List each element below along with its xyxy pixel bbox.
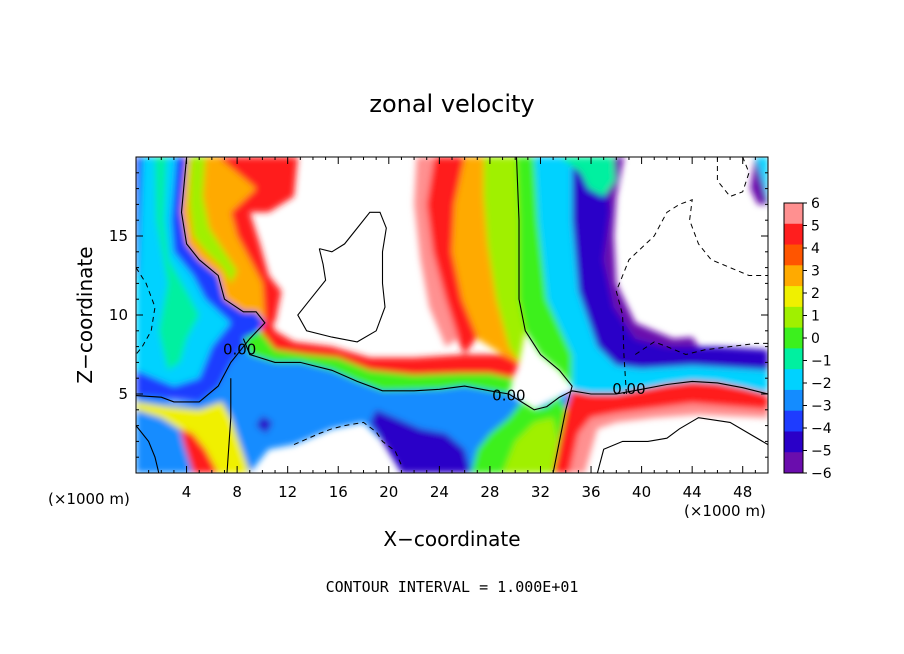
y-tick-label: 15 <box>109 227 128 245</box>
contour-label: 0.00 <box>492 386 525 404</box>
contour-label: 0.00 <box>612 380 645 398</box>
x-tick-label: 28 <box>480 483 499 501</box>
colorbar-swatch <box>784 306 803 329</box>
negative-contour <box>716 157 750 198</box>
field-region <box>136 338 573 473</box>
colorbar-tick-label: −1 <box>811 354 832 370</box>
field-region <box>559 157 616 197</box>
colorbar-tick-label: 2 <box>811 286 820 302</box>
field-region <box>243 330 513 394</box>
field-region <box>755 157 768 205</box>
zero-contour <box>226 378 232 473</box>
colorbar-tick-label: 6 <box>811 196 820 212</box>
colorbar-tick-label: 5 <box>811 219 820 235</box>
field-region <box>218 157 298 323</box>
colorbar-swatch <box>784 327 803 349</box>
y-axis-label: Z−coordinate <box>73 246 97 383</box>
y-axis-ticks: 5 10 15 <box>109 172 768 458</box>
x-axis-ticks: 4 8 12 16 20 24 28 32 36 40 44 48 <box>148 157 756 501</box>
colorbar-swatch <box>784 286 803 308</box>
colorbar-tick-label: −6 <box>811 466 832 482</box>
zero-contour-lines <box>136 157 768 473</box>
negative-contour <box>293 421 402 466</box>
field-region <box>534 157 768 394</box>
zero-contour <box>136 157 266 403</box>
x-tick-label: 36 <box>581 483 600 501</box>
colorbar-tick-label: −5 <box>811 444 832 460</box>
zero-contour <box>136 425 160 473</box>
field-region <box>553 381 768 473</box>
colorbar-swatch <box>784 348 803 370</box>
field-region <box>189 157 238 284</box>
negative-contour <box>615 198 768 395</box>
negative-contour <box>136 267 156 355</box>
colorbar-tick-label: −2 <box>811 376 832 392</box>
x-tick-label: 40 <box>632 483 651 501</box>
field-region <box>569 403 768 473</box>
colorbar-tick-label: 1 <box>811 309 820 325</box>
field-region <box>502 417 559 473</box>
x-tick-label: 4 <box>182 483 192 501</box>
negative-contour-lines <box>136 157 768 466</box>
x-tick-label: 44 <box>683 483 702 501</box>
field-region <box>259 315 519 379</box>
colorbar-tick-label: −3 <box>811 399 832 415</box>
colorbar-tick-label: 4 <box>811 241 820 257</box>
contour-label: 0.00 <box>223 341 256 359</box>
colorbar-swatch <box>784 452 803 474</box>
colorbar-tick-label: 0 <box>811 331 820 347</box>
velocity-field <box>136 157 768 473</box>
colorbar: 6 5 4 3 2 1 0 −1 −2 −3 −4 −5 −6 <box>783 196 832 482</box>
x-axis-label: X−coordinate <box>383 527 520 551</box>
y-tick-label: 10 <box>109 306 128 324</box>
x-unit-label-left: (×1000 m) <box>48 490 130 508</box>
field-region <box>516 157 573 387</box>
zero-contour <box>596 417 768 473</box>
x-tick-label: 48 <box>733 483 752 501</box>
negative-contour <box>635 341 768 356</box>
colorbar-swatch <box>784 223 803 246</box>
contour-labels: 0.00 0.00 0.00 <box>223 341 646 405</box>
x-tick-label: 24 <box>430 483 449 501</box>
colorbar-swatch <box>784 369 803 391</box>
field-region <box>414 157 459 347</box>
colorbar-swatch <box>784 389 803 412</box>
field-region <box>369 409 471 473</box>
field-region <box>180 428 219 473</box>
x-tick-label: 32 <box>531 483 550 501</box>
colorbar-swatch <box>784 265 803 287</box>
colorbar-tick-label: 3 <box>811 264 820 280</box>
contour-interval-footer: CONTOUR INTERVAL = 1.000E+01 <box>326 578 579 596</box>
colorbar-swatch <box>784 203 803 225</box>
zero-contour <box>515 157 573 473</box>
colorbar-swatch <box>784 431 803 453</box>
colorbar-swatch <box>784 244 803 266</box>
field-region <box>420 157 478 355</box>
colorbar-swatch <box>784 410 803 432</box>
colorbar-tick-label: −4 <box>811 421 832 437</box>
x-tick-label: 12 <box>278 483 297 501</box>
x-tick-label: 8 <box>232 483 242 501</box>
field-region <box>155 157 200 371</box>
x-tick-label: 20 <box>379 483 398 501</box>
chart-title: zonal velocity <box>369 90 534 118</box>
field-region <box>483 157 526 363</box>
zero-contour <box>297 211 387 343</box>
x-unit-label-right: (×1000 m) <box>684 502 766 520</box>
field-region <box>256 416 273 434</box>
y-tick-label: 5 <box>118 385 128 403</box>
zero-contour <box>242 338 768 411</box>
x-tick-label: 16 <box>329 483 348 501</box>
